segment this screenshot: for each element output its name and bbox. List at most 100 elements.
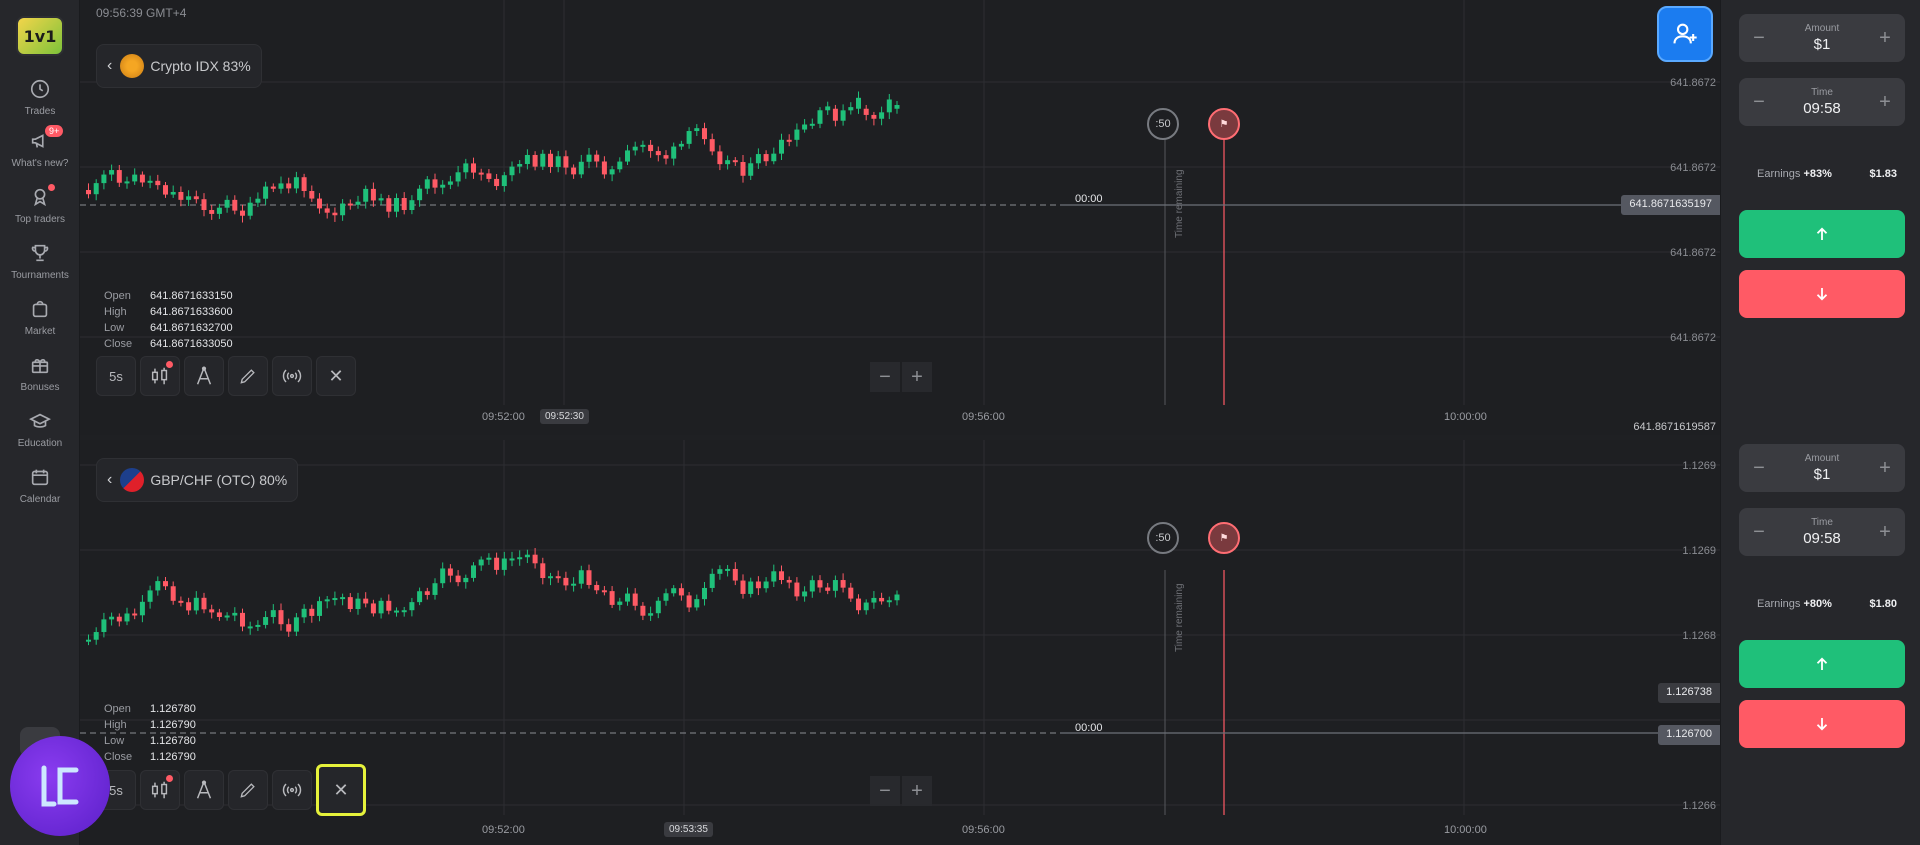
ohlc-low-label: Low — [104, 322, 125, 334]
drawing-button[interactable] — [228, 770, 268, 810]
zoom-out-button[interactable]: − — [870, 362, 900, 392]
asset-selector[interactable]: ‹ Crypto IDX 83% — [96, 44, 262, 88]
candle — [255, 624, 261, 627]
candle — [170, 586, 176, 601]
chart-type-button[interactable] — [140, 356, 180, 396]
drawing-button[interactable] — [228, 356, 268, 396]
candle — [270, 186, 276, 189]
candles-icon — [151, 781, 168, 799]
zoom-in-button[interactable]: + — [902, 362, 932, 392]
zoom-in-button[interactable]: + — [902, 776, 932, 806]
sidebar-item-trades[interactable]: Trades — [0, 72, 80, 128]
sidebar-item-top-traders[interactable]: Top traders — [0, 180, 80, 236]
buy-up-button[interactable] — [1739, 210, 1905, 258]
candle — [532, 154, 538, 167]
amount-value[interactable]: $1 — [1813, 36, 1831, 53]
candle — [886, 600, 892, 603]
candle — [571, 167, 577, 175]
candle — [86, 639, 91, 642]
sidebar-item-tournaments[interactable]: Tournaments — [0, 236, 80, 292]
candle — [370, 188, 376, 201]
candle — [832, 108, 838, 121]
candle — [440, 184, 446, 188]
amount-value[interactable]: $1 — [1813, 466, 1831, 483]
sell-down-button[interactable] — [1739, 700, 1905, 748]
candlestick-chart[interactable] — [80, 0, 1720, 435]
earnings-row: Earnings +80% $1.80 — [1757, 598, 1897, 610]
expiry-marker[interactable]: ⚑ — [1208, 522, 1240, 554]
add-chart-button[interactable] — [1657, 6, 1713, 62]
candle — [594, 154, 600, 162]
close-chart-button[interactable]: ✕ — [316, 356, 356, 396]
signals-button[interactable] — [272, 356, 312, 396]
candle — [540, 563, 546, 579]
candle — [763, 154, 769, 162]
candle — [278, 183, 284, 189]
chart-panel-crypto[interactable]: 09:56:39 GMT+4 ‹ Crypto IDX 83% Open 641.… — [80, 0, 1720, 435]
close-chart-button[interactable]: ✕ — [316, 764, 366, 816]
candle — [471, 565, 476, 578]
candle — [555, 156, 561, 167]
amount-decrease-button[interactable]: − — [1753, 26, 1765, 49]
mid-price-label: 1.126738 — [1658, 683, 1720, 703]
candle — [193, 597, 199, 611]
sidebar-item-calendar[interactable]: Calendar — [0, 460, 80, 516]
candle — [509, 166, 515, 176]
timeframe-button[interactable]: 5s — [96, 356, 136, 396]
candle — [663, 155, 669, 159]
sell-down-button[interactable] — [1739, 270, 1905, 318]
sidebar-item-whats-new[interactable]: 9+ What's new? — [0, 124, 80, 180]
candle — [494, 557, 500, 570]
sidebar-item-bonuses[interactable]: Bonuses — [0, 348, 80, 404]
candle — [640, 605, 646, 616]
amount-decrease-button[interactable]: − — [1753, 456, 1765, 479]
candle — [517, 164, 523, 167]
candle — [486, 173, 492, 179]
buy-up-button[interactable] — [1739, 640, 1905, 688]
candle — [178, 600, 184, 603]
amount-increase-button[interactable]: + — [1879, 456, 1891, 479]
time-decrease-button[interactable]: − — [1753, 520, 1765, 543]
indicators-button[interactable] — [184, 356, 224, 396]
ohlc-high-label: High — [104, 719, 127, 731]
candle — [779, 571, 784, 580]
notification-badge: 9+ — [45, 125, 64, 137]
time-increase-button[interactable]: + — [1879, 90, 1891, 113]
expiry-marker[interactable]: ⚑ — [1208, 108, 1240, 140]
candle — [617, 161, 623, 170]
candle — [447, 568, 453, 576]
candle — [424, 591, 430, 595]
app-logo[interactable]: 1v1 — [16, 16, 64, 56]
compass-icon — [196, 780, 212, 799]
time-decrease-button[interactable]: − — [1753, 90, 1765, 113]
candle — [478, 172, 484, 175]
time-tick: 09:52:00 — [482, 824, 525, 836]
candle — [802, 124, 808, 130]
time-increase-button[interactable]: + — [1879, 520, 1891, 543]
time-tick: 10:00:00 — [1444, 824, 1487, 836]
chart-type-button[interactable] — [140, 770, 180, 810]
signals-button[interactable] — [272, 770, 312, 810]
chart-toolbar: 5s ✕ — [96, 356, 356, 396]
sidebar-item-education[interactable]: Education — [0, 404, 80, 460]
asset-selector[interactable]: ‹ GBP/CHF (OTC) 80% — [96, 458, 299, 502]
candles-icon — [151, 367, 168, 385]
time-value[interactable]: 09:58 — [1803, 530, 1841, 547]
chart-panel-gbpchf[interactable]: ‹ GBP/CHF (OTC) 80% Open 1.126780 High 1.1… — [80, 440, 1720, 845]
candle — [732, 568, 738, 581]
amount-increase-button[interactable]: + — [1879, 26, 1891, 49]
price-tick: 641.8672 — [1670, 247, 1716, 259]
sidebar-item-market[interactable]: Market — [0, 292, 80, 348]
candle — [609, 169, 615, 175]
earnings-percent: +83% — [1803, 168, 1832, 180]
ohlc-close: 641.8671633050 — [150, 338, 233, 350]
zoom-out-button[interactable]: − — [870, 776, 900, 806]
candle — [671, 146, 677, 159]
time-value[interactable]: 09:58 — [1803, 100, 1841, 117]
candle — [717, 151, 723, 165]
close-icon: ✕ — [328, 365, 344, 386]
indicators-button[interactable] — [184, 770, 224, 810]
candle — [563, 156, 569, 168]
price-tick: 641.8672 — [1670, 332, 1716, 344]
